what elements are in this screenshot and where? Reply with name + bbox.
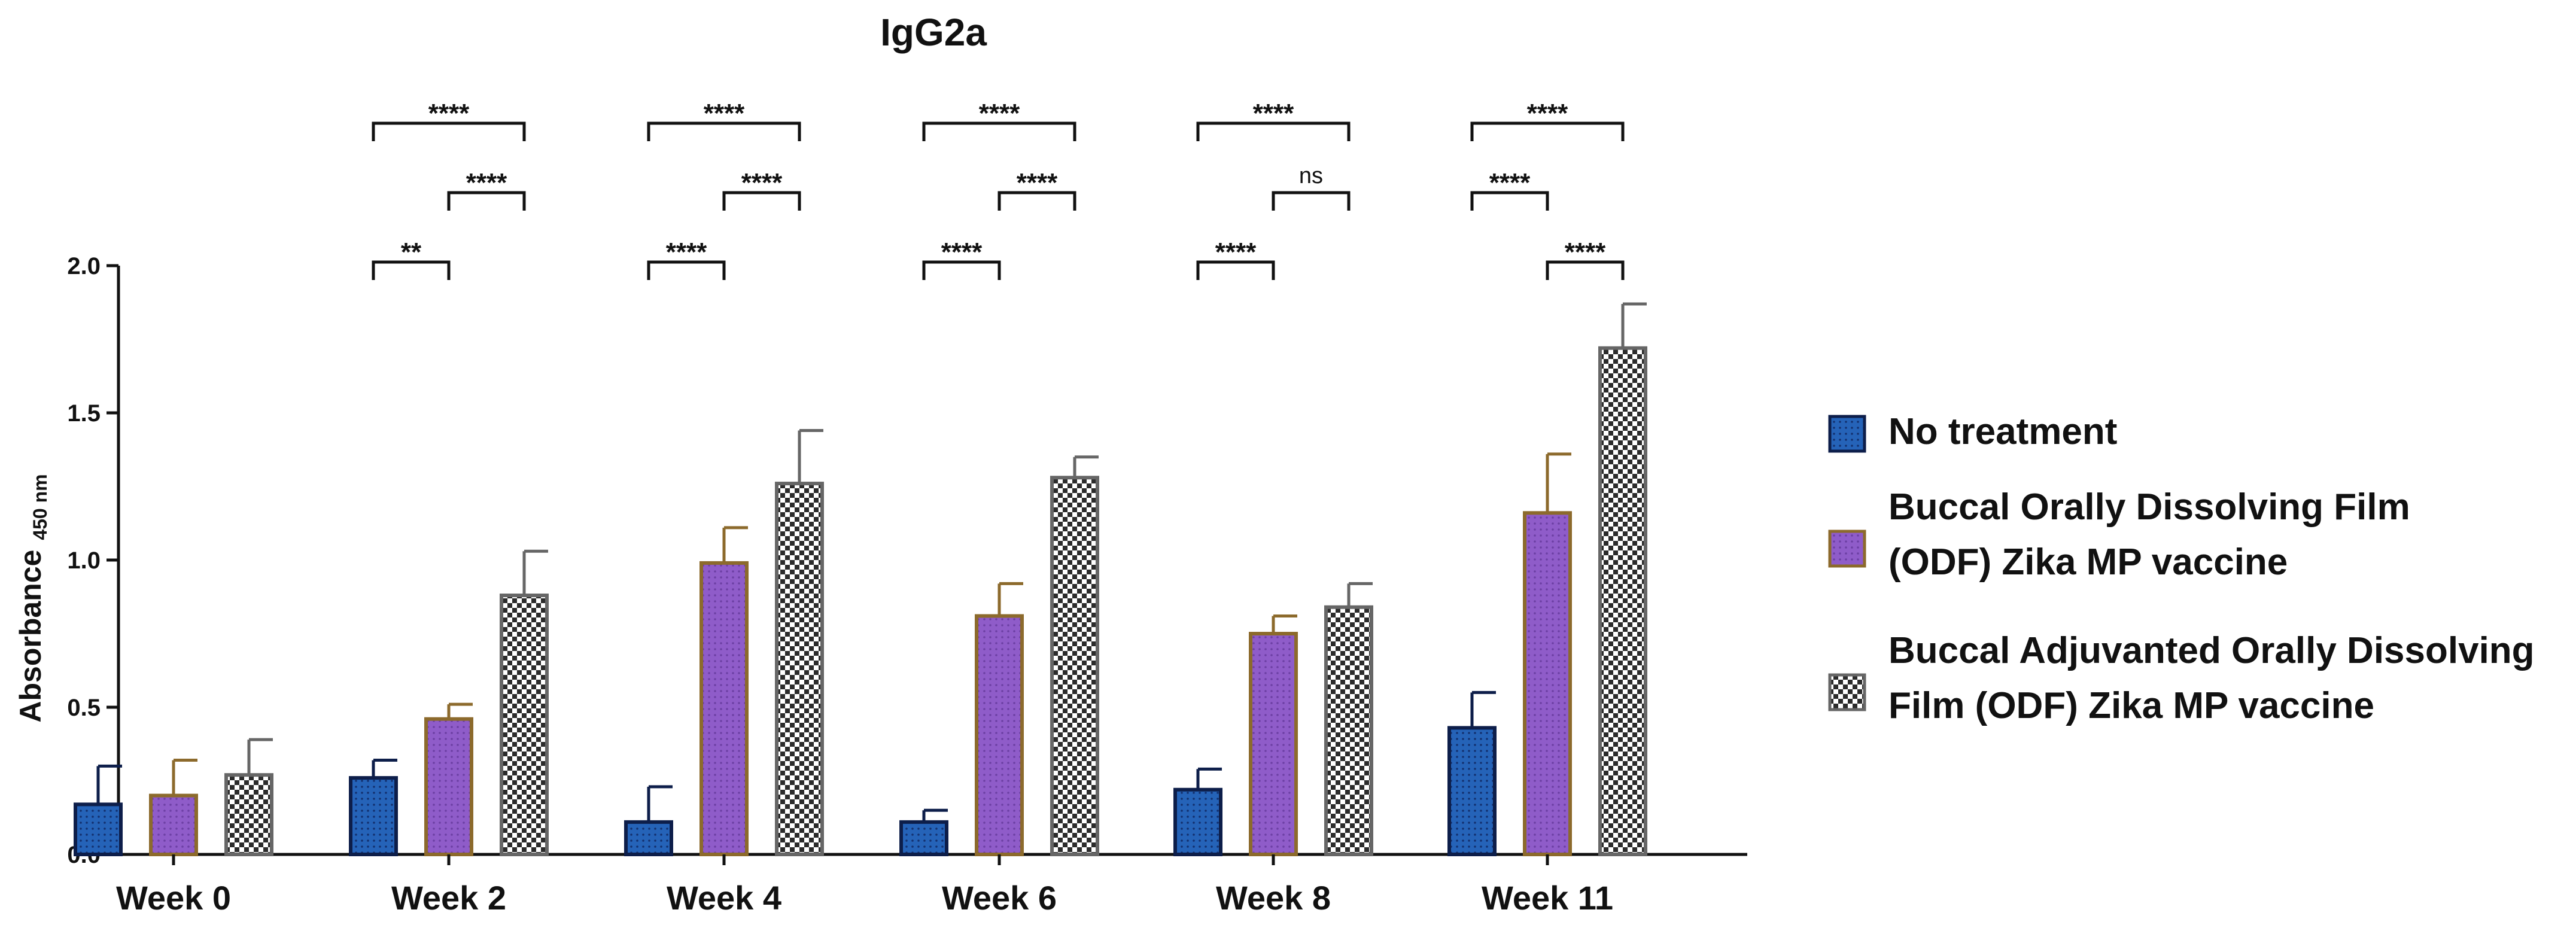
y-axis-title: Absorbance [14,550,47,723]
significance-bracket [647,260,726,280]
significance-bracket [1196,260,1275,280]
significance-label: **** [1527,99,1568,128]
significance-bracket [1470,121,1625,141]
bar-no-treatment [899,820,948,857]
y-axis-label: Absorbance 450 nm [14,474,51,722]
significance-label: **** [428,99,470,128]
significance-bracket [1272,191,1351,211]
svg-text:Absorbance 450 nm: Absorbance 450 nm [14,474,51,722]
x-tick-label: Week 4 [667,879,781,917]
significance-label: **** [1565,238,1606,267]
significance-label: **** [741,168,783,197]
significance-label: ** [401,238,422,267]
bar-no-treatment [74,802,123,856]
legend-swatch-odf-vaccine [1828,530,1866,568]
significance-label: **** [466,168,507,197]
legend-swatch-adjuvanted-odf-vaccine [1828,673,1866,711]
bar-adjuvanted-odf-vaccine [1050,476,1099,856]
significance-label: **** [1215,238,1257,267]
x-tick-label: Week 2 [391,879,506,917]
bar-no-treatment [349,776,398,856]
bar-odf-vaccine [424,717,473,857]
legend-label: Film (ODF) Zika MP vaccine [1888,685,2374,726]
significance-label: **** [1017,168,1058,197]
legend-label: No treatment [1888,411,2117,452]
y-tick-label: 2.0 [67,253,101,279]
significance-bracket [372,260,451,280]
significance-bracket [1196,121,1351,141]
significance-bracket [1470,191,1549,211]
bar-no-treatment [1447,726,1497,856]
significance-bracket [447,191,526,211]
legend-label: Buccal Adjuvanted Orally Dissolving [1888,630,2535,671]
significance-bracket [997,191,1076,211]
legend-swatch-no-treatment [1828,415,1866,453]
legend: No treatment Buccal Orally Dissolving Fil… [1828,411,2535,726]
x-tick-label: Week 11 [1482,879,1613,917]
bar-odf-vaccine [699,561,749,856]
x-tick-label: Week 0 [116,879,231,917]
significance-label: **** [979,99,1020,128]
significance-label: **** [1253,99,1294,128]
bar-odf-vaccine [1523,511,1572,856]
significance-bracket [922,121,1076,141]
bar-adjuvanted-odf-vaccine [775,482,824,856]
bar-no-treatment [624,820,673,857]
bar-odf-vaccine [149,793,198,856]
bar-adjuvanted-odf-vaccine [1324,605,1373,856]
y-axis-subscript: 450 nm [29,474,51,540]
y-tick-label: 1.0 [67,547,101,574]
significance-label: **** [704,99,745,128]
significance-bracket [647,121,801,141]
x-tick-label: Week 8 [1216,879,1331,917]
bar-odf-vaccine [1249,632,1298,856]
y-tick-label: 0.5 [67,695,101,721]
bar-adjuvanted-odf-vaccine [500,594,549,856]
significance-bracket [1546,260,1625,280]
significance-bracket [922,260,1001,280]
legend-label: Buccal Orally Dissolving Film [1888,486,2410,528]
x-tick-label: Week 6 [942,879,1057,917]
y-tick-label: 1.5 [67,400,101,427]
significance-label: **** [941,238,983,267]
significance-label: **** [1489,168,1531,197]
chart-title: IgG2a [880,11,987,54]
bar-adjuvanted-odf-vaccine [224,773,273,857]
significance-bracket [722,191,801,211]
bar-no-treatment [1173,787,1222,857]
significance-bracket [372,121,526,141]
bar-adjuvanted-odf-vaccine [1598,346,1647,856]
bar-odf-vaccine [975,614,1024,856]
legend-label: (ODF) Zika MP vaccine [1888,541,2288,583]
significance-label: **** [666,238,707,267]
significance-label: ns [1299,163,1323,188]
